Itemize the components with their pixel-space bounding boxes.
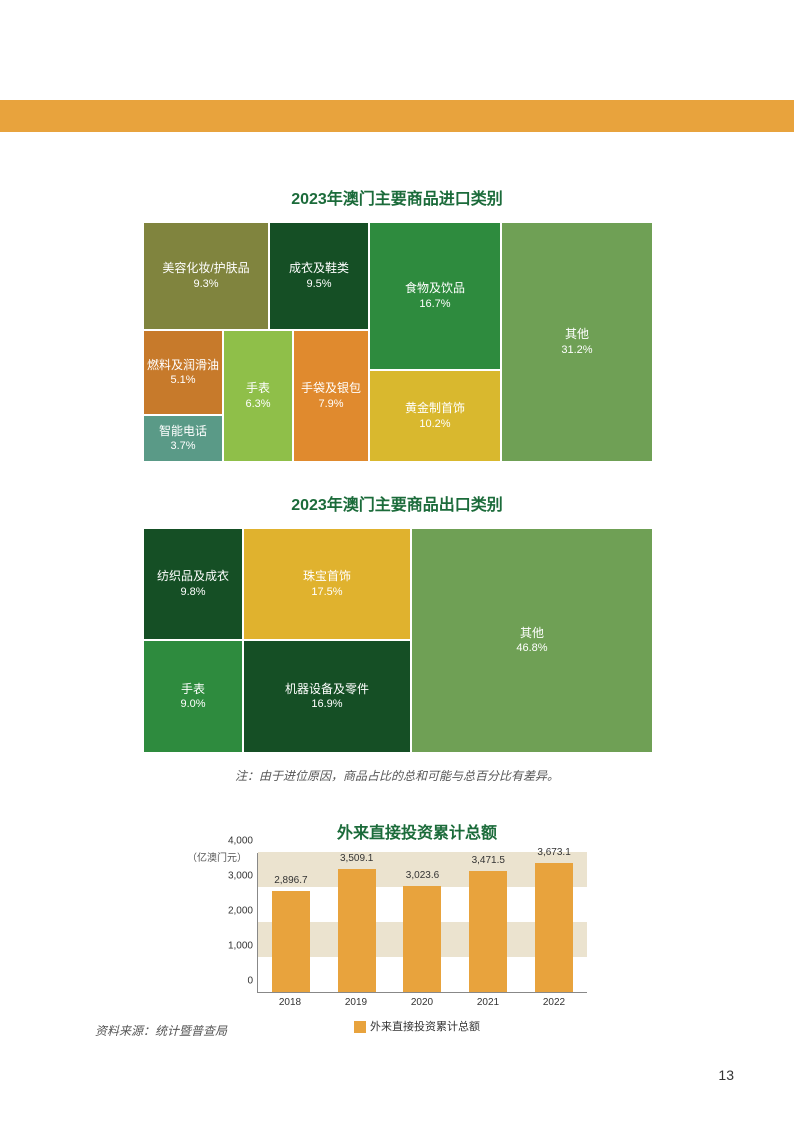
bar-column: 2,896.7 [271,891,311,992]
bar-rect [535,863,573,992]
header-bar [0,100,794,132]
bar-value-label: 3,023.6 [406,870,439,881]
x-tick: 2020 [402,997,442,1008]
fdi-section: 外来直接投资累计总额 （亿澳门元） 2,896.7 3,509.1 3,023.6 3… [142,819,652,1034]
bar-value-label: 3,509.1 [340,853,373,864]
y-tick: 4,000 [213,836,253,847]
bar-rect [272,891,310,992]
treemap-cell: 其他31.2% [501,222,653,462]
treemap-cell: 燃料及润滑油5.1% [143,330,223,415]
treemap-cell: 黄金制首饰10.2% [369,370,501,462]
exports-title: 2023年澳门主要商品出口类别 [0,491,794,515]
exports-treemap: 纺织品及成衣9.8%珠宝首饰17.5%其他46.8% 手表9.0%机器设备及零件1… [142,527,652,752]
y-tick: 2,000 [213,906,253,917]
imports-title: 2023年澳门主要商品进口类别 [0,185,794,209]
fdi-bars: 2,896.7 3,509.1 3,023.6 3,471.5 3,673.1 [258,853,587,992]
bar-column: 3,509.1 [337,869,377,992]
bar-rect [338,869,376,992]
bar-column: 3,471.5 [468,871,508,993]
treemap-cell: 手袋及银包7.9% [293,330,369,462]
treemap-cell: 机器设备及零件16.9% [243,640,411,753]
x-tick: 2019 [336,997,376,1008]
legend-label: 外来直接投资累计总额 [370,1021,480,1033]
y-tick: 0 [213,976,253,987]
treemap-note: 注：由于进位原因，商品占比的总和可能与总百分比有差异。 [0,767,794,784]
treemap-cell: 食物及饮品16.7% [369,222,501,370]
data-source: 资料来源：统计暨普查局 [95,1022,227,1039]
treemap-cell: 其他46.8% [411,528,653,753]
bar-value-label: 2,896.7 [274,875,307,886]
treemap-cell: 珠宝首饰17.5% [243,528,411,640]
bar-rect [469,871,507,993]
x-tick: 2022 [534,997,574,1008]
x-tick: 2021 [468,997,508,1008]
bar-column: 3,673.1 [534,863,574,992]
y-tick: 1,000 [213,941,253,952]
treemap-cell: 手表6.3% [223,330,293,462]
main-content: 2023年澳门主要商品进口类别 美容化妆/护肤品9.3%成衣及鞋类9.5%食物及… [0,185,794,1034]
bar-value-label: 3,673.1 [537,847,570,858]
treemap-cell: 智能电话3.7% [143,415,223,462]
y-axis-unit: （亿澳门元） [187,849,247,864]
bar-column: 3,023.6 [402,886,442,992]
treemap-cell: 成衣及鞋类9.5% [269,222,369,330]
bar-value-label: 3,471.5 [472,855,505,866]
page-number: 13 [718,1067,734,1083]
treemap-cell: 美容化妆/护肤品9.3% [143,222,269,330]
y-tick: 3,000 [213,871,253,882]
fdi-chart: （亿澳门元） 2,896.73,509.13,023.63,471.53,673… [207,853,587,1008]
imports-treemap: 美容化妆/护肤品9.3%成衣及鞋类9.5%食物及饮品16.7%其他31.2% 燃料… [142,221,652,461]
fdi-plot: 2,896.73,509.13,023.63,471.53,673.1 01,0… [257,853,587,993]
bar-rect [403,886,441,992]
treemap-cell: 手表9.0% [143,640,243,753]
x-axis-labels: 2018 2019 2020 2021 2022 [257,997,587,1008]
legend-swatch [354,1021,366,1033]
x-tick: 2018 [270,997,310,1008]
treemap-cell: 纺织品及成衣9.8% [143,528,243,640]
